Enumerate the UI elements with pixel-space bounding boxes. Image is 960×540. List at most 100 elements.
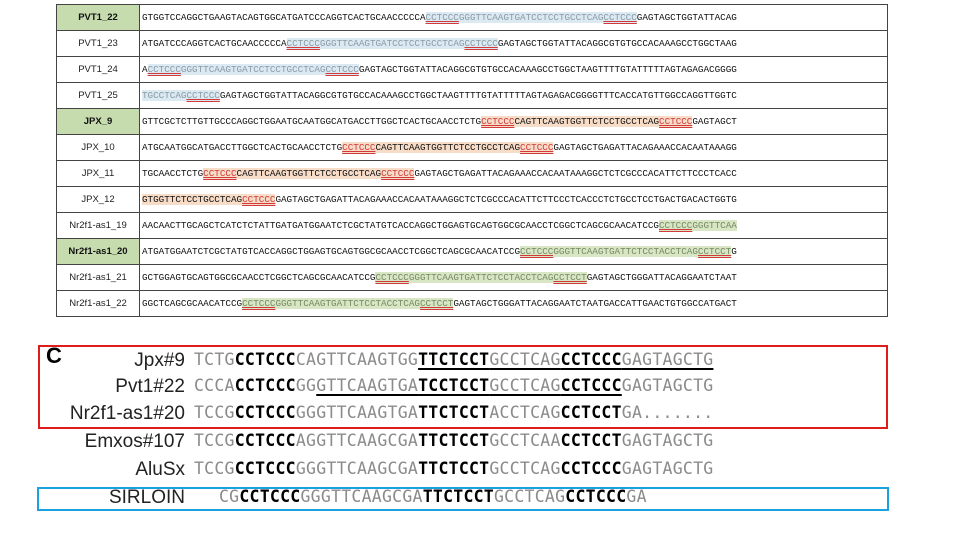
alignment-segment: TTCTCCT bbox=[418, 403, 490, 422]
row-sequence: GTGGTTCTCCTGCCTCAGCCTCCCGAGTAGCTGAGATTAC… bbox=[139, 186, 888, 213]
sequence-segment: GAGTAGCTGGTATTACAGGCGTGTGCCACAAAGCCTGGCT… bbox=[219, 90, 737, 101]
row-sequence: GCTGGAGTGCAGTGGCGCAACCTCGGCTCAGCGCAACATC… bbox=[139, 264, 888, 291]
alignment-segment: GTTCAAGTGA bbox=[316, 376, 419, 395]
row-name: Nr2f1-as1_21 bbox=[56, 264, 140, 291]
alignment-segment: CCTCCC bbox=[234, 376, 296, 395]
table-row: Nr2f1-as1_20 ATGATGGAATCTCGCTATGTCACCAGGC… bbox=[56, 238, 888, 265]
sequence-segment: GAGTAGCTGGTATTACAG bbox=[636, 12, 737, 23]
alignment-segment: GCCTCAG bbox=[489, 376, 561, 395]
sequence-segment: CCTCCC bbox=[375, 272, 409, 283]
alignment-sequence: TCCGCCTCCCAGGTTCAAGCGATTCTCCTGCCTCAACCTC… bbox=[194, 431, 713, 450]
alignment-segment: CCTCCC bbox=[234, 459, 296, 478]
alignment-segment: GGGTTCAAGCGA bbox=[300, 487, 423, 506]
alignment-segment: GAGTAGCTG bbox=[621, 350, 714, 369]
row-name: PVT1_22 bbox=[56, 4, 140, 31]
alignment-segment: GGGTTCAAGCGA bbox=[295, 459, 419, 478]
alignment-label: AluSx bbox=[135, 459, 185, 480]
alignment-segment: TTCTCCT bbox=[418, 459, 490, 478]
row-name: JPX_10 bbox=[56, 134, 140, 161]
alignment-segment: CCTCCC bbox=[234, 431, 296, 450]
sequence-segment: GAGTAGCT bbox=[692, 116, 737, 127]
alignment-label: Nr2f1-as1#20 bbox=[69, 403, 185, 424]
alignment-segment: CCTCCC bbox=[560, 459, 622, 478]
table-row: JPX_12 GTGGTTCTCCTGCCTCAGCCTCCCGAGTAGCTGA… bbox=[56, 186, 888, 213]
row-name: Nr2f1-as1_19 bbox=[56, 212, 140, 239]
alignment-label: Pvt1#22 bbox=[115, 376, 185, 397]
row-name: JPX_11 bbox=[56, 160, 140, 187]
sequence-segment: CAGTTCAAGTGGTTCTCCTGCCTCAG bbox=[375, 142, 521, 153]
alignment-segment: CCTCCT bbox=[560, 403, 622, 422]
sequence-segment: GTTCGCTCTTGTTGCCCAGGCTGGAATGCAATGGCATGAC… bbox=[142, 116, 482, 127]
table-row: JPX_9 GTTCGCTCTTGTTGCCCAGGCTGGAATGCAATGGC… bbox=[56, 108, 888, 135]
blue-highlight-box bbox=[37, 487, 889, 511]
row-name: PVT1_25 bbox=[56, 82, 140, 109]
sequence-segment: CCTCCC bbox=[342, 142, 376, 153]
alignment-segment: GA....... bbox=[621, 403, 714, 422]
row-sequence: TGCCTCAGCCTCCCGAGTAGCTGGTATTACAGGCGTGTGC… bbox=[139, 82, 888, 109]
alignment-segment: CCTCCC bbox=[560, 350, 622, 369]
alignment-segment: TTCTCCT bbox=[418, 350, 490, 369]
sequence-segment: GAGTAGCTGGTATTACAGGCGTGTGCCACAAAGCCTGGCT… bbox=[497, 38, 737, 49]
table-row: JPX_11 TGCAACCTCTGCCTCCCCAGTTCAAGTGGTTCTC… bbox=[56, 160, 888, 187]
alignment-segment: ACCTCAG bbox=[489, 403, 561, 422]
panel-label: C bbox=[46, 343, 62, 368]
alignment-segment: AGGTTCAAGCGA bbox=[295, 431, 419, 450]
alignment-segment: GAGTAGCTG bbox=[621, 376, 714, 395]
row-name: JPX_9 bbox=[56, 108, 140, 135]
sequence-segment: CCTCCC bbox=[286, 38, 320, 49]
table-row: PVT1_25 TGCCTCAGCCTCCCGAGTAGCTGGTATTACAGG… bbox=[56, 82, 888, 109]
table-row: PVT1_23 ATGATCCCAGGTCACTGCAACCCCCACCTCCCG… bbox=[56, 30, 888, 57]
sequence-segment: CCTCCC bbox=[520, 246, 554, 257]
alignment-segment: CCTCCC bbox=[565, 487, 627, 506]
alignment-segment: TCCG bbox=[194, 403, 235, 422]
sequence-segment: GGGTTCAAGTGATTCTCCTACCTCAG bbox=[408, 272, 554, 283]
sequence-segment: CCTCCC bbox=[603, 12, 637, 23]
sequence-segment: GGGTTCAAGTGATCCTCCTGCCTCAG bbox=[180, 64, 326, 75]
sequence-segment: CCTCCC bbox=[203, 168, 237, 179]
sequence-table: PVT1_22 GTGGTCCAGGCTGAAGTACAGTGGCATGATCCC… bbox=[56, 4, 888, 317]
alignment-segment: CCTCCC bbox=[239, 487, 301, 506]
alignment-segment: GAGTAGCTG bbox=[621, 459, 714, 478]
alignment-row: AluSx TCCGCCTCCCGGGTTCAAGCGATTCTCCTGCCTCA… bbox=[0, 459, 960, 485]
sequence-segment: A bbox=[142, 64, 148, 75]
sequence-segment: GGGTTCAAGTGATTCTCCTACCTCAG bbox=[275, 298, 420, 309]
alignment-sequence: TCCGCCTCCCGGGTTCAAGTGATTCTCCTACCTCAGCCTC… bbox=[194, 403, 713, 422]
alignment-row: Nr2f1-as1#20 TCCGCCTCCCGGGTTCAAGTGATTCTCC… bbox=[0, 403, 960, 429]
alignment-row: Emxos#107 TCCGCCTCCCAGGTTCAAGCGATTCTCCTGC… bbox=[0, 431, 960, 457]
alignment-sequence: TCTGCCTCCCCAGTTCAAGTGGTTCTCCTGCCTCAGCCTC… bbox=[194, 350, 713, 369]
sequence-segment: GAGTAGCTGGTATTACAGGCGTGTGCCACAAAGCCTGGCT… bbox=[358, 64, 737, 75]
alignment-segment: TCCG bbox=[194, 431, 235, 450]
sequence-segment: G bbox=[731, 246, 737, 257]
sequence-segment: CAGTTCAAGTGGTTCTCCTGCCTCAG bbox=[236, 168, 382, 179]
alignment-row: Pvt1#22 CCCACCTCCCGGGTTCAAGTGATCCTCCTGCCT… bbox=[0, 376, 960, 402]
row-sequence: ATGATGGAATCTCGCTATGTCACCAGGCTGGAGTGCAGTG… bbox=[139, 238, 888, 265]
sequence-segment: CCTCCC bbox=[325, 64, 359, 75]
alignment-label: Emxos#107 bbox=[84, 431, 185, 452]
sequence-segment: GTGGTTCTCCTGCCTCAG bbox=[142, 194, 243, 205]
sequence-segment: GGGTTCAA bbox=[692, 220, 737, 231]
alignment-segment: GGGTTCAAGTGA bbox=[295, 403, 419, 422]
alignment-segment: TCCTCCT bbox=[418, 376, 490, 395]
row-sequence: GTTCGCTCTTGTTGCCCAGGCTGGAATGCAATGGCATGAC… bbox=[139, 108, 888, 135]
sequence-segment: ATGATGGAATCTCGCTATGTCACCAGGCTGGAGTGCAGTG… bbox=[142, 246, 521, 257]
alignment-segment: GCCTCAG bbox=[489, 350, 561, 369]
row-name: Nr2f1-as1_22 bbox=[56, 290, 140, 317]
sequence-segment: CCTCCC bbox=[242, 298, 276, 309]
table-row: Nr2f1-as1_21 GCTGGAGTGCAGTGGCGCAACCTCGGCT… bbox=[56, 264, 888, 291]
sequence-segment: TGCAACCTCTG bbox=[142, 168, 204, 179]
alignment-sequence: TCCGCCTCCCGGGTTCAAGCGATTCTCCTGCCTCAGCCTC… bbox=[194, 459, 713, 478]
sequence-segment: GAGTAGCTGGGATTACAGGAATCTAATGACCATTGAACTG… bbox=[453, 298, 737, 309]
sequence-segment: CCTCCC bbox=[481, 116, 515, 127]
sequence-segment: GCTGGAGTGCAGTGGCGCAACCTCGGCTCAGCGCAACATC… bbox=[142, 272, 376, 283]
alignment-row: SIRLOIN CGCCTCCCGGGTTCAAGCGATTCTCCTGCCTCA… bbox=[0, 487, 960, 513]
alignment-segment: GCCTCAG bbox=[489, 459, 561, 478]
alignment-segment: GCCTCAG bbox=[494, 487, 566, 506]
row-name: Nr2f1-as1_20 bbox=[56, 238, 140, 265]
row-sequence: GGCTCAGCGCAACATCCGCCTCCCGGGTTCAAGTGATTCT… bbox=[139, 290, 888, 317]
alignment-segment: TCCG bbox=[194, 459, 235, 478]
sequence-segment: CCTCCC bbox=[186, 90, 220, 101]
sequence-segment: GGGTTCAAGTGATTCTCCTACCTCAG bbox=[553, 246, 698, 257]
alignment-segment: GAGTAGCTG bbox=[621, 431, 714, 450]
alignment-segment: CG bbox=[219, 487, 240, 506]
sequence-segment: TGCCTCAG bbox=[142, 90, 187, 101]
